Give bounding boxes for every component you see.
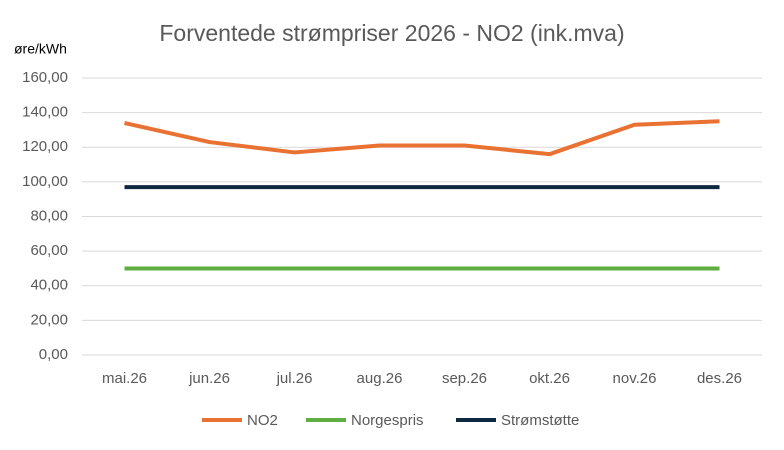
x-tick-label: jun.26 xyxy=(188,370,230,387)
x-tick-label: nov.26 xyxy=(613,370,657,387)
x-tick-label: des.26 xyxy=(697,370,742,387)
series-line xyxy=(124,119,720,157)
x-tick-label: okt.26 xyxy=(529,370,570,387)
y-tick-label: 20,00 xyxy=(30,311,68,328)
x-tick-label: jul.26 xyxy=(276,370,313,387)
y-tick-label: 160,00 xyxy=(22,69,68,86)
chart-title: Forventede strømpriser 2026 - NO2 (ink.m… xyxy=(159,20,624,46)
x-tick-label: mai.26 xyxy=(102,370,147,387)
y-tick-label: 120,00 xyxy=(22,138,68,155)
y-tick-label: 60,00 xyxy=(30,242,68,259)
legend-label: NO2 xyxy=(247,412,278,429)
legend-label: Strømstøtte xyxy=(501,412,579,429)
x-tick-label: sep.26 xyxy=(442,370,487,387)
x-tick-label: aug.26 xyxy=(357,370,403,387)
y-tick-label: 140,00 xyxy=(22,104,68,121)
y-axis-label: øre/kWh xyxy=(14,41,67,57)
y-tick-label: 0,00 xyxy=(39,346,68,363)
y-tick-label: 40,00 xyxy=(30,277,68,294)
y-tick-label: 80,00 xyxy=(30,207,68,224)
y-tick-label: 100,00 xyxy=(22,173,68,190)
legend-label: Norgespris xyxy=(351,412,424,429)
